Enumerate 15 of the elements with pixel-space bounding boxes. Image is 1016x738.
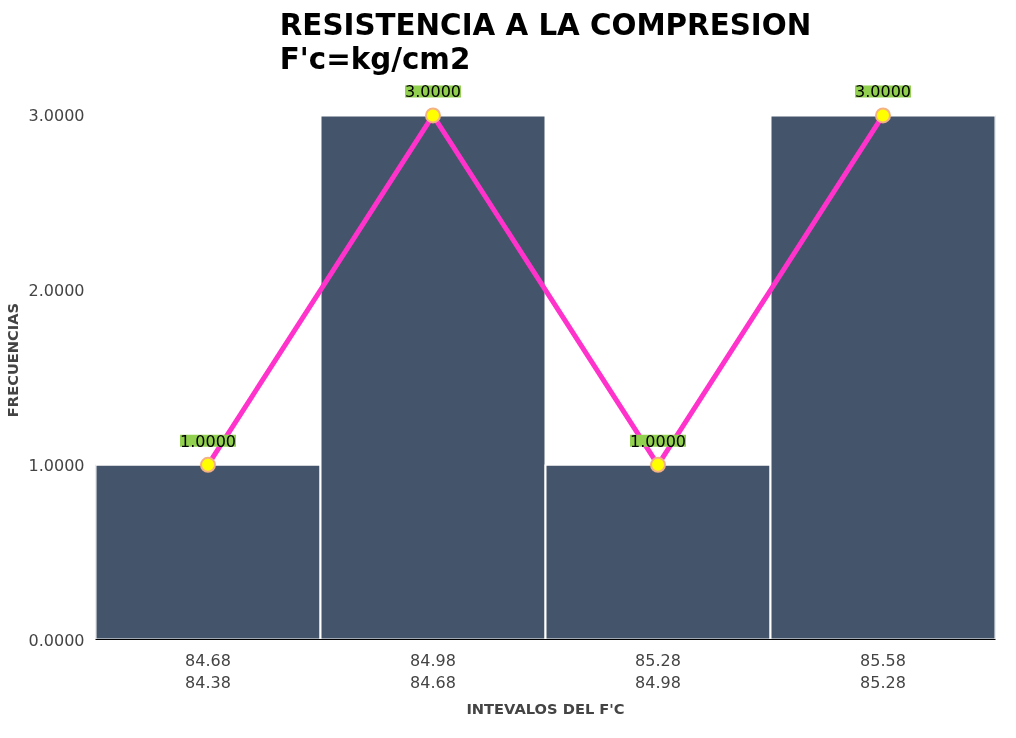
y-axis-title: FRECUENCIAS — [3, 302, 21, 418]
chart-title: RESISTENCIA A LA COMPRESION F'c=kg/cm2 — [279, 7, 812, 76]
y-tick-label: 0.0000 — [28, 630, 85, 650]
data-label: 3.0000 — [405, 82, 461, 102]
x-tick-label: 84.68 84.38 — [185, 650, 231, 693]
y-tick-label: 2.0000 — [28, 281, 85, 301]
x-axis-title: INTEVALOS DEL F'C — [466, 700, 625, 718]
y-tick-label: 1.0000 — [28, 455, 85, 475]
x-tick-label: 85.28 84.98 — [635, 650, 681, 693]
x-tick-label: 85.58 85.28 — [860, 650, 906, 693]
data-label: 3.0000 — [855, 82, 911, 102]
y-tick-label: 3.0000 — [28, 106, 85, 126]
data-label: 1.0000 — [180, 431, 236, 451]
data-label: 1.0000 — [630, 431, 686, 451]
x-tick-label: 84.98 84.68 — [410, 650, 456, 693]
